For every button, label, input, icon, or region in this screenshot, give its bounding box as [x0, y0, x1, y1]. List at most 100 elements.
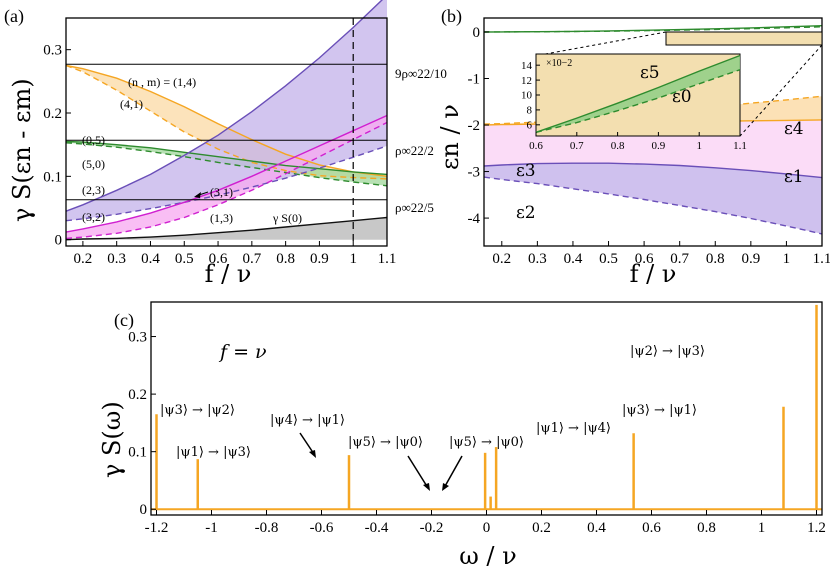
a-xtick-label: 0.3	[107, 251, 126, 267]
arrow-5-0-left	[407, 455, 429, 489]
arrowhead-4-1	[309, 450, 316, 458]
inset-xtick-label: 0.6	[529, 140, 543, 152]
b-xtick-label: 0.4	[564, 251, 583, 267]
panel-c-letter: (c)	[114, 310, 134, 331]
annotation-2-3: (2,3)	[82, 183, 105, 197]
b-ytick-label: -3	[468, 165, 481, 181]
transition-label-1-3: |ψ1⟩ → |ψ3⟩	[176, 445, 251, 460]
panel-a-letter: (a)	[4, 6, 24, 27]
label-eps4: ε4	[784, 119, 804, 139]
inset-line-ε5	[535, 54, 741, 133]
inset-xtick-label: 0.7	[570, 140, 584, 152]
a-ytick-label: 0.3	[43, 43, 62, 59]
c-ytick-label: 0.3	[128, 330, 147, 346]
panel-a: (a) 0.2 0.3 0.4 0.5 0.6 0.7 0.8 0.9 1 1.1 0 0.1 0.2 0…	[4, 0, 447, 288]
inset-ytick-label: 8	[527, 105, 533, 117]
series-line-(5,0)	[65, 140, 388, 176]
series-line-γ S(0)	[65, 216, 388, 241]
series-line-ε0	[483, 26, 823, 33]
b-ytick-label: -4	[468, 211, 481, 227]
c-xtick-label: 1	[758, 520, 766, 536]
inset-xtick-label: 0.8	[611, 140, 625, 152]
b-xtick-label: 1	[783, 251, 791, 267]
c-xtick-label: -1	[205, 520, 218, 536]
inset-ytick-label: 10	[521, 90, 533, 102]
a-xtick-label: 0.5	[175, 251, 194, 267]
b-xtick-label: 0.9	[741, 251, 760, 267]
c-xtick-label: -0.8	[255, 520, 279, 536]
transition-label-1-4: |ψ1⟩ → |ψ4⟩	[536, 421, 611, 436]
inset-ytick-label: 6	[527, 119, 533, 131]
a-ytick-label: 0.1	[43, 169, 62, 185]
b-xtick-label: 1.1	[813, 251, 830, 267]
inset-multiplier: ×10−2	[546, 58, 572, 69]
c-xtick-label: -0.2	[420, 520, 444, 536]
arrowhead-5-0-left	[423, 483, 430, 491]
inset-plot: 0.6 0.7 0.8 0.9 1 1.1 6 8 10 12 14 ×10−2 ε5 ε0	[521, 53, 747, 152]
arrow-4-1	[299, 432, 315, 455]
panel-b-letter: (b)	[441, 6, 462, 27]
b-ytick-label: -1	[468, 71, 481, 87]
a-xtick-label: 0.9	[310, 251, 329, 267]
inset-xtick-label: 0.9	[652, 140, 666, 152]
b-xtick-label: 0.8	[706, 251, 725, 267]
c-xtick-label: 0.8	[697, 520, 716, 536]
hline-label-rho-fifth: ρ∞22/5	[395, 200, 434, 215]
annotation-3-1-arrowhead	[194, 192, 201, 198]
y-axis-label-c: γ S(ω)	[98, 401, 126, 478]
transition-label-3-1: |ψ3⟩ → |ψ1⟩	[622, 403, 697, 418]
transition-label-5-0-left: |ψ5⟩ → |ψ0⟩	[348, 435, 423, 450]
y-axis-label-a: γ S(εn - εm)	[8, 78, 36, 222]
condition-label: f = ν	[218, 341, 267, 363]
a-ytick-label: 0.2	[43, 106, 62, 122]
b-xtick-label: 0.3	[528, 251, 547, 267]
series-line-(1,3)	[65, 121, 388, 240]
label-eps5-inset: ε5	[640, 63, 660, 83]
series-line-(3,1)	[65, 114, 388, 233]
b-xtick-label: 0.5	[599, 251, 618, 267]
y-axis-label-a-text: γ S(εn - εm)	[8, 78, 36, 222]
annotation-3-1: (3,1)	[210, 185, 233, 199]
x-axis-label-a: f / ν	[205, 260, 252, 288]
panel-b: (b) 0.2 0.3 0.4 0.5 0.6 0.7 0.8 0.9 1 1.1 0 -1 -2 -3 -…	[436, 6, 830, 288]
a-xtick-label: 1.1	[378, 251, 397, 267]
annotation-0-5: (0,5)	[82, 133, 105, 147]
a-ytick-label: 0	[55, 233, 63, 249]
label-eps2: ε2	[516, 203, 536, 223]
x-axis-label-b: f / ν	[630, 260, 677, 288]
x-axis-label-c: ω / ν	[459, 542, 517, 570]
annotation-gamma-s0: γ S(0)	[272, 211, 302, 225]
inset-line-ε0	[535, 69, 741, 133]
plot-frame-a	[65, 17, 388, 247]
a-xtick-label: 0.7	[242, 251, 261, 267]
c-xtick-label: 0.2	[532, 520, 551, 536]
annotation-1-3: (1,3)	[210, 211, 233, 225]
b-ytick-label: 0	[473, 25, 481, 41]
y-axis-label-b-text: εn / ν	[436, 104, 464, 170]
transition-label-5-0-right: |ψ5⟩ → |ψ0⟩	[449, 435, 524, 450]
b-ytick-label: -2	[468, 118, 481, 134]
hline-label-rho-half: ρ∞22/2	[395, 143, 434, 158]
c-ytick-label: 0	[140, 502, 148, 518]
series-line-ε2	[483, 176, 823, 235]
label-eps1: ε1	[784, 167, 804, 187]
c-xtick-label: 1.2	[807, 520, 826, 536]
plot-frame-b	[483, 17, 823, 247]
c-xtick-label: -0.4	[365, 520, 389, 536]
zoom-region-box	[665, 31, 823, 46]
series-line-ε5	[483, 25, 823, 33]
inset-ytick-label: 12	[521, 75, 532, 87]
a-xtick-label: 0.2	[74, 251, 93, 267]
a-xtick-label: 0.8	[276, 251, 295, 267]
inset-xtick-label: 1	[696, 140, 702, 152]
a-xtick-label: 1	[349, 251, 357, 267]
series-line-(3,2)	[65, 145, 388, 222]
b-xtick-label: 0.6	[635, 251, 654, 267]
c-ytick-label: 0.1	[128, 445, 147, 461]
hline-label-9rho: 9ρ∞22/10	[395, 66, 447, 81]
plot-frame-c	[150, 301, 823, 516]
series-line-(2,3)	[65, 0, 383, 212]
series-line-(4,1)	[65, 64, 388, 177]
arrowhead-5-0-right	[442, 483, 449, 491]
